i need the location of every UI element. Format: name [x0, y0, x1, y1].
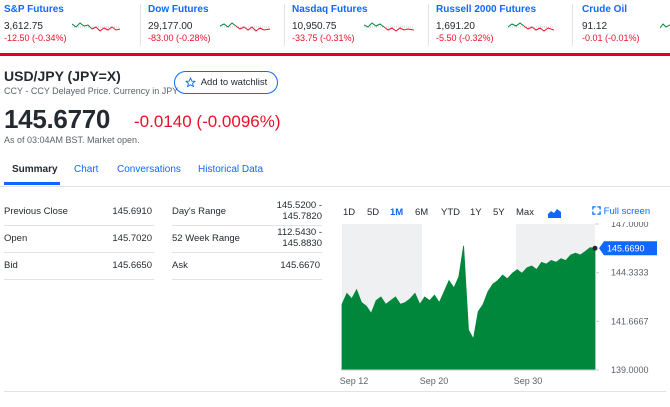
current-price-label: 145.6690	[607, 243, 645, 253]
tab-historical-data[interactable]: Historical Data	[198, 164, 264, 175]
watchlist-label: Add to watchlist	[200, 77, 268, 88]
days-range-value: 145.5200 -145.7820	[242, 200, 322, 222]
y-tick-label: 139.0000	[611, 365, 649, 375]
ticker-price: 29,177.00	[148, 21, 193, 32]
ticker-change: -5.50 (-0.32%)	[436, 33, 494, 43]
ask-value: 145.6670	[280, 260, 320, 271]
ticker-crude-oil[interactable]: Crude Oil 91.12 -0.01 (-0.01%)	[582, 0, 670, 53]
price-change-percent: (-0.0096%)	[196, 112, 281, 131]
ask-label: Ask	[172, 260, 188, 271]
ticker-price: 10,950.75	[292, 21, 337, 32]
table-row: Previous Close 145.6910 Day's Range 145.…	[0, 200, 322, 227]
x-tick-label: Sep 20	[420, 376, 449, 386]
current-price-tag	[599, 241, 657, 256]
range-ytd[interactable]: YTD	[441, 207, 460, 218]
days-range-low: 145.5200 -	[276, 200, 322, 211]
ticker-name[interactable]: Crude Oil	[582, 4, 628, 15]
52-week-range-label: 52 Week Range	[172, 233, 240, 244]
quote-tabs: Summary Chart Conversations Historical D…	[0, 156, 670, 187]
row-divider	[4, 252, 154, 253]
x-tick-label: Sep 30	[514, 376, 543, 386]
range-1y[interactable]: 1Y	[470, 207, 482, 218]
tab-conversations[interactable]: Conversations	[117, 164, 181, 175]
mountain-chart-icon[interactable]	[548, 207, 561, 218]
table-row: Bid 145.6650 Ask 145.6670	[0, 254, 320, 281]
ticker-dow-futures[interactable]: Dow Futures 29,177.00 -83.00 (-0.28%)	[148, 0, 284, 53]
52-week-range-high: 145.8830	[282, 238, 322, 249]
price-area-series	[341, 245, 596, 371]
ticker-sp-futures[interactable]: S&P Futures 3,612.75 -12.50 (-0.34%)	[4, 0, 140, 53]
quote-title: USD/JPY (JPY=X)	[4, 68, 121, 84]
range-5y[interactable]: 5Y	[493, 207, 505, 218]
ticker-sparkline	[220, 22, 270, 32]
tab-summary[interactable]: Summary	[12, 164, 58, 175]
range-1m[interactable]: 1M	[390, 207, 404, 218]
ticker-sparkline	[364, 22, 414, 32]
ticker-name[interactable]: Nasdaq Futures	[292, 4, 368, 15]
expand-icon	[592, 206, 601, 215]
full-screen-label: Full screen	[603, 206, 651, 217]
y-tick-label: 141.6667	[611, 316, 649, 326]
x-tick-label: Sep 12	[340, 376, 368, 386]
row-divider	[4, 225, 154, 226]
market-time: As of 03:04AM BST. Market open.	[4, 135, 140, 145]
ticker-divider	[572, 4, 573, 46]
ticker-sparkline	[660, 23, 670, 29]
range-1d[interactable]: 1D	[343, 207, 356, 218]
range-max[interactable]: Max	[516, 207, 534, 218]
table-row: Open 145.7020 52 Week Range 112.5430 -14…	[0, 227, 322, 254]
ticker-name[interactable]: Dow Futures	[148, 4, 209, 15]
ticker-russell-futures[interactable]: Russell 2000 Futures 1,691.20 -5.50 (-0.…	[436, 0, 572, 53]
ticker-price: 1,691.20	[436, 21, 475, 32]
bottom-divider	[4, 391, 666, 392]
previous-close-value: 145.6910	[112, 206, 152, 217]
open-label: Open	[4, 233, 28, 244]
ticker-price: 3,612.75	[4, 21, 43, 32]
ticker-change: -83.00 (-0.28%)	[148, 33, 211, 43]
row-divider	[4, 279, 154, 280]
y-tick-label: 147.0000	[611, 222, 649, 229]
current-price: 145.6770	[4, 104, 111, 134]
y-tick-label: 144.3333	[611, 268, 649, 278]
bid-label: Bid	[4, 260, 18, 271]
full-screen-button[interactable]: Full screen	[592, 206, 650, 217]
current-price-dot	[592, 245, 598, 251]
star-icon	[185, 77, 196, 88]
active-tab-indicator	[4, 182, 60, 185]
ticker-change: -12.50 (-0.34%)	[4, 33, 67, 43]
price-change: -0.0140 (-0.0096%)	[134, 112, 281, 132]
ticker-price: 91.12	[582, 21, 608, 32]
ticker-nasdaq-futures[interactable]: Nasdaq Futures 10,950.75 -33.75 (-0.31%)	[292, 0, 428, 53]
range-6m[interactable]: 6M	[415, 207, 429, 218]
ticker-divider	[140, 4, 141, 46]
ticker-sparkline	[72, 22, 120, 32]
tab-chart[interactable]: Chart	[74, 164, 99, 175]
market-ticker-bar: S&P Futures 3,612.75 -12.50 (-0.34%) Dow…	[0, 0, 670, 56]
52-week-range-low: 112.5430 -	[277, 227, 322, 238]
row-divider	[172, 225, 322, 226]
ticker-name[interactable]: S&P Futures	[4, 4, 64, 15]
bid-value: 145.6650	[112, 260, 152, 271]
days-range-label: Day's Range	[172, 206, 227, 217]
open-value: 145.7020	[112, 233, 152, 244]
price-change-value: -0.0140	[134, 112, 192, 131]
price-chart[interactable]: 147.0000 144.3333 141.6667 139.0000 Sep 12 Se…	[340, 222, 666, 388]
ticker-change: -33.75 (-0.31%)	[292, 33, 355, 43]
ticker-divider	[284, 4, 285, 46]
ticker-sparkline	[508, 22, 554, 32]
ticker-change: -0.01 (-0.01%)	[582, 33, 640, 43]
row-divider	[172, 279, 322, 280]
add-to-watchlist-button[interactable]: Add to watchlist	[174, 71, 278, 94]
ticker-divider	[428, 4, 429, 46]
quote-subtitle: CCY - CCY Delayed Price. Currency in JPY	[4, 86, 179, 96]
previous-close-label: Previous Close	[4, 206, 68, 217]
52-week-range-value: 112.5430 -145.8830	[242, 227, 322, 249]
row-divider	[172, 252, 322, 253]
days-range-high: 145.7820	[282, 211, 322, 222]
ticker-name[interactable]: Russell 2000 Futures	[436, 4, 537, 15]
range-5d[interactable]: 5D	[367, 207, 380, 218]
